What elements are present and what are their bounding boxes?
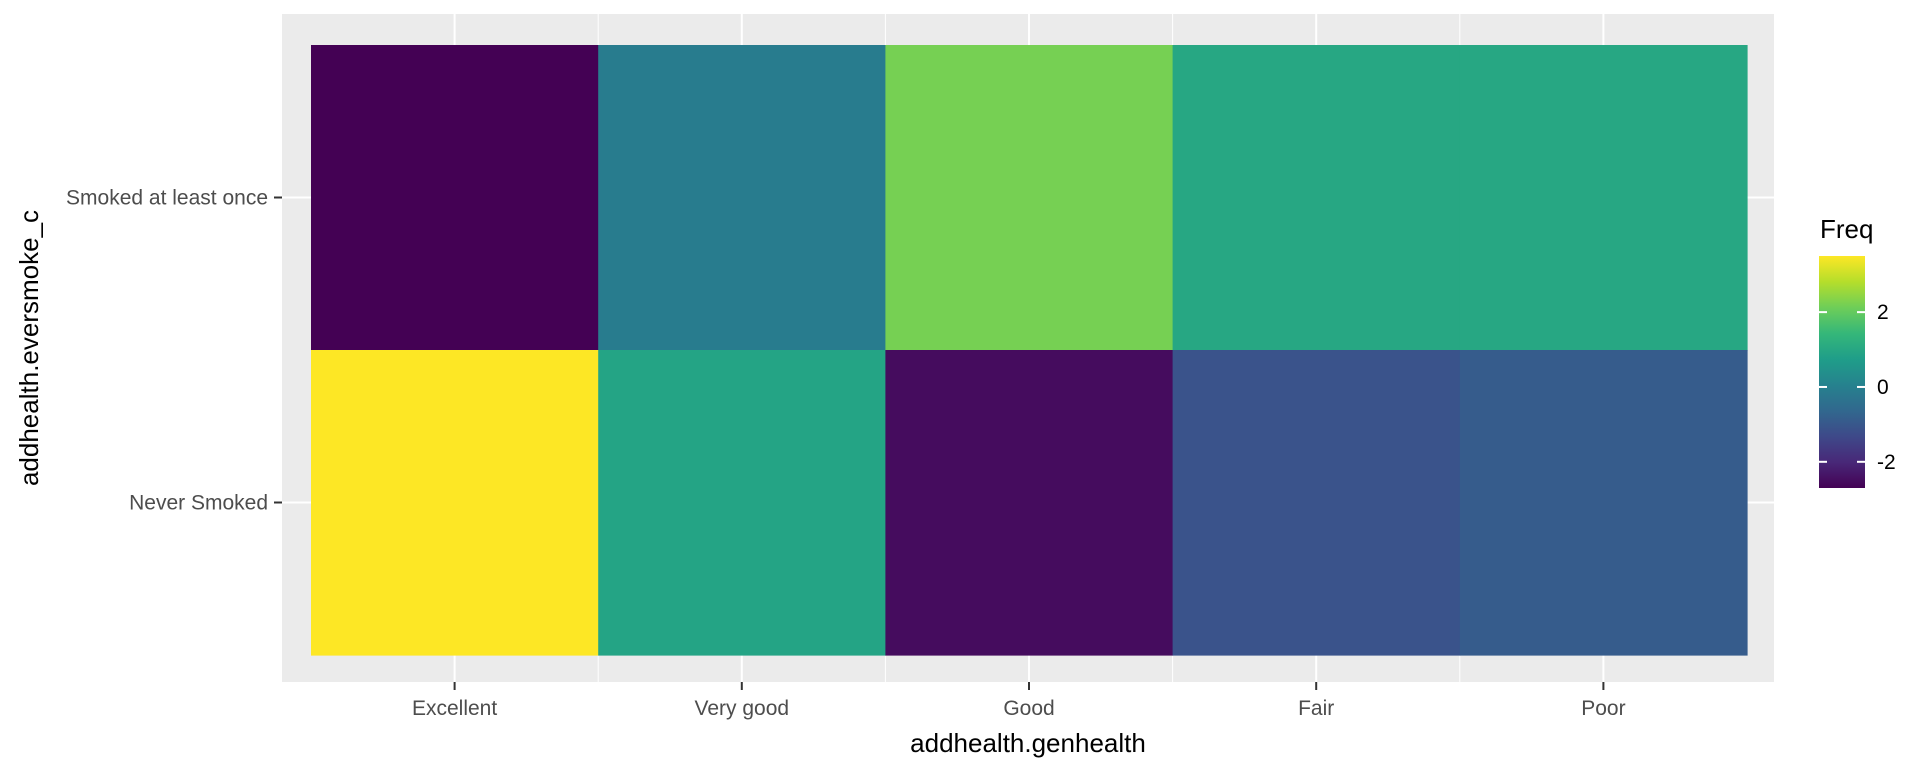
heatmap-cells: [311, 45, 1748, 656]
x-tick-label: Excellent: [412, 697, 497, 720]
x-tick-label: Poor: [1581, 697, 1625, 720]
heatmap-cell: [1172, 350, 1461, 656]
x-tick-label: Good: [1003, 697, 1054, 720]
x-tick-label: Very good: [695, 697, 790, 720]
x-axis-title: addhealth.genhealth: [910, 728, 1146, 758]
heatmap-cell: [1172, 45, 1461, 351]
x-axis: Excellent Very good Good Fair Poor: [412, 682, 1626, 720]
x-tick-label: Fair: [1298, 697, 1334, 720]
heatmap-cell: [885, 350, 1174, 656]
y-axis-title: addhealth.eversmoke_c: [14, 210, 44, 486]
legend-ticks: 2 0 -2: [1819, 301, 1896, 474]
heatmap-cell: [1459, 350, 1748, 656]
heatmap-cell: [598, 350, 886, 656]
heatmap-cell: [1459, 45, 1748, 351]
y-axis: Smoked at least once Never Smoked: [66, 187, 282, 515]
legend-title: Freq: [1820, 214, 1873, 244]
y-tick-label: Smoked at least once: [66, 187, 268, 210]
y-tick-label: Never Smoked: [129, 492, 268, 515]
heatmap-cell: [311, 350, 599, 656]
heatmap-cell: [598, 45, 886, 351]
heatmap-cell: [885, 45, 1174, 351]
legend-colorbar: [1819, 256, 1865, 488]
legend-tick-label: -2: [1877, 451, 1896, 474]
heatmap-cell: [311, 45, 599, 351]
legend-tick-label: 0: [1877, 376, 1889, 399]
legend-tick-label: 2: [1877, 301, 1889, 324]
